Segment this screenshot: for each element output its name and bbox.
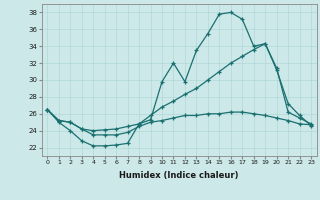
X-axis label: Humidex (Indice chaleur): Humidex (Indice chaleur) [119, 171, 239, 180]
